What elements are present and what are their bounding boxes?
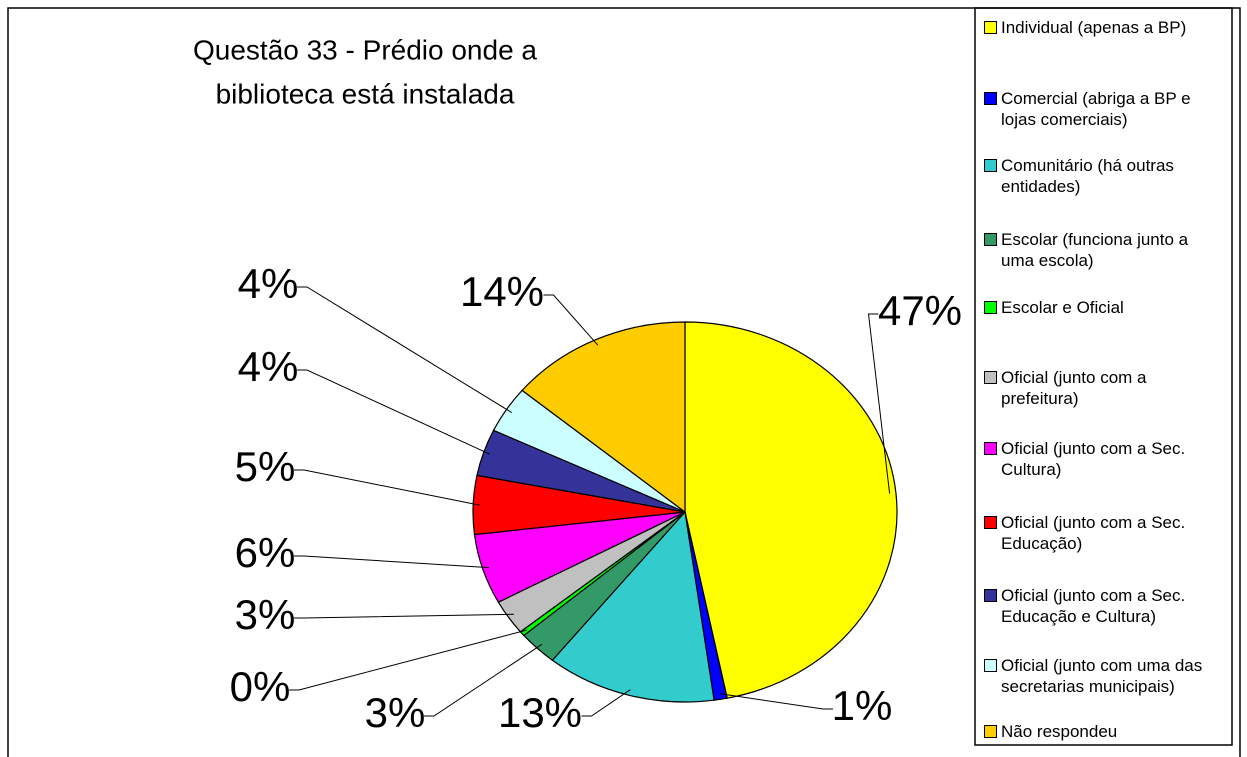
legend-entry: Individual (apenas a BP) (984, 17, 1211, 38)
leader-line (297, 286, 513, 414)
legend-swatch (984, 159, 997, 172)
legend-entry: Escolar e Oficial (984, 297, 1211, 318)
legend-label: Individual (apenas a BP) (1001, 18, 1187, 37)
legend-entry: Oficial (junto com a Sec. Educação e Cul… (984, 585, 1211, 627)
data-label: 4% (238, 260, 299, 307)
legend-label: Não respondeu (1001, 722, 1118, 741)
leader-line (294, 469, 480, 506)
leader-line (867, 313, 891, 494)
legend-label: Oficial (junto com a Sec. Cultura) (1001, 439, 1186, 479)
legend-swatch (984, 589, 997, 602)
legend-label: Oficial (junto com a Sec. Educação) (1001, 513, 1186, 553)
leader-line (543, 294, 599, 346)
data-label: 4% (238, 343, 299, 390)
leader-line (294, 613, 514, 619)
legend-entry: Oficial (junto com a Sec. Educação) (984, 512, 1211, 554)
legend-label: Comunitário (há outras entidades) (1001, 156, 1174, 196)
legend-label: Escolar e Oficial (1001, 298, 1124, 317)
legend-entry: Oficial (junto com uma das secretarias m… (984, 655, 1211, 697)
legend-swatch (984, 233, 997, 246)
plot-frame (7, 7, 1241, 757)
leader-line (297, 369, 490, 455)
legend-entry: Oficial (junto com a Sec. Cultura) (984, 438, 1211, 480)
data-label: 47% (878, 287, 962, 334)
legend-label: Oficial (junto com a Sec. Educação e Cul… (1001, 586, 1186, 626)
chart-title: biblioteca está instalada (216, 78, 515, 109)
legend-swatch (984, 92, 997, 105)
legend-entry: Não respondeu (984, 721, 1211, 742)
legend-label: Escolar (funciona junto a uma escola) (1001, 230, 1189, 270)
leader-line (294, 555, 489, 569)
data-label: 3% (235, 591, 296, 638)
data-label: 5% (235, 443, 296, 490)
legend-frame (974, 7, 1233, 746)
pie-slice (521, 321, 686, 514)
pie-slice (684, 321, 898, 699)
legend-label: Oficial (junto com a prefeitura) (1001, 368, 1147, 408)
legend-label: Oficial (junto com uma das secretarias m… (1001, 656, 1203, 696)
pie-slice (551, 510, 715, 703)
data-label: 0% (230, 663, 291, 710)
legend-swatch (984, 659, 997, 672)
legend-entry: Oficial (junto com a prefeitura) (984, 367, 1211, 409)
legend-swatch (984, 516, 997, 529)
data-label: 1% (832, 682, 893, 729)
data-label: 3% (365, 689, 426, 736)
leader-line (581, 689, 631, 717)
leader-line (289, 629, 528, 691)
legend-swatch (984, 725, 997, 738)
legend-entry: Comunitário (há outras entidades) (984, 155, 1211, 197)
legend-swatch (984, 21, 997, 34)
chart-title: Questão 33 - Prédio onde a (193, 34, 537, 65)
legend-swatch (984, 371, 997, 384)
data-label: 13% (498, 689, 582, 736)
data-label: 6% (235, 529, 296, 576)
legend-label: Comercial (abriga a BP e lojas comerciai… (1001, 89, 1191, 129)
legend-swatch (984, 301, 997, 314)
legend-entry: Escolar (funciona junto a uma escola) (984, 229, 1211, 271)
leader-line (719, 693, 833, 710)
legend-swatch (984, 442, 997, 455)
legend-entry: Comercial (abriga a BP e lojas comerciai… (984, 88, 1211, 130)
data-label: 14% (460, 268, 544, 315)
leader-line (424, 643, 543, 717)
